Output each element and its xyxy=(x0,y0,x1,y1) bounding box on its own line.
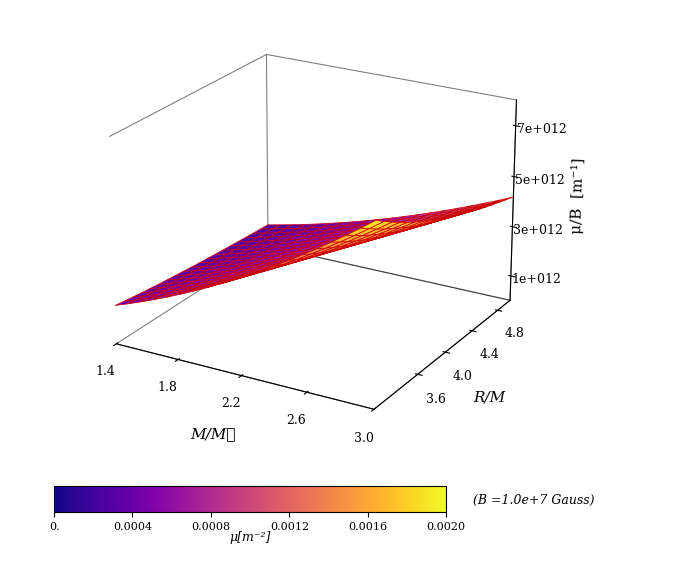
Text: μ[m⁻²]: μ[m⁻²] xyxy=(229,531,271,544)
Text: (B =1.0e+7 Gauss): (B =1.0e+7 Gauss) xyxy=(473,494,595,507)
Y-axis label: R/M: R/M xyxy=(473,390,506,404)
X-axis label: M/M☉: M/M☉ xyxy=(190,427,236,441)
